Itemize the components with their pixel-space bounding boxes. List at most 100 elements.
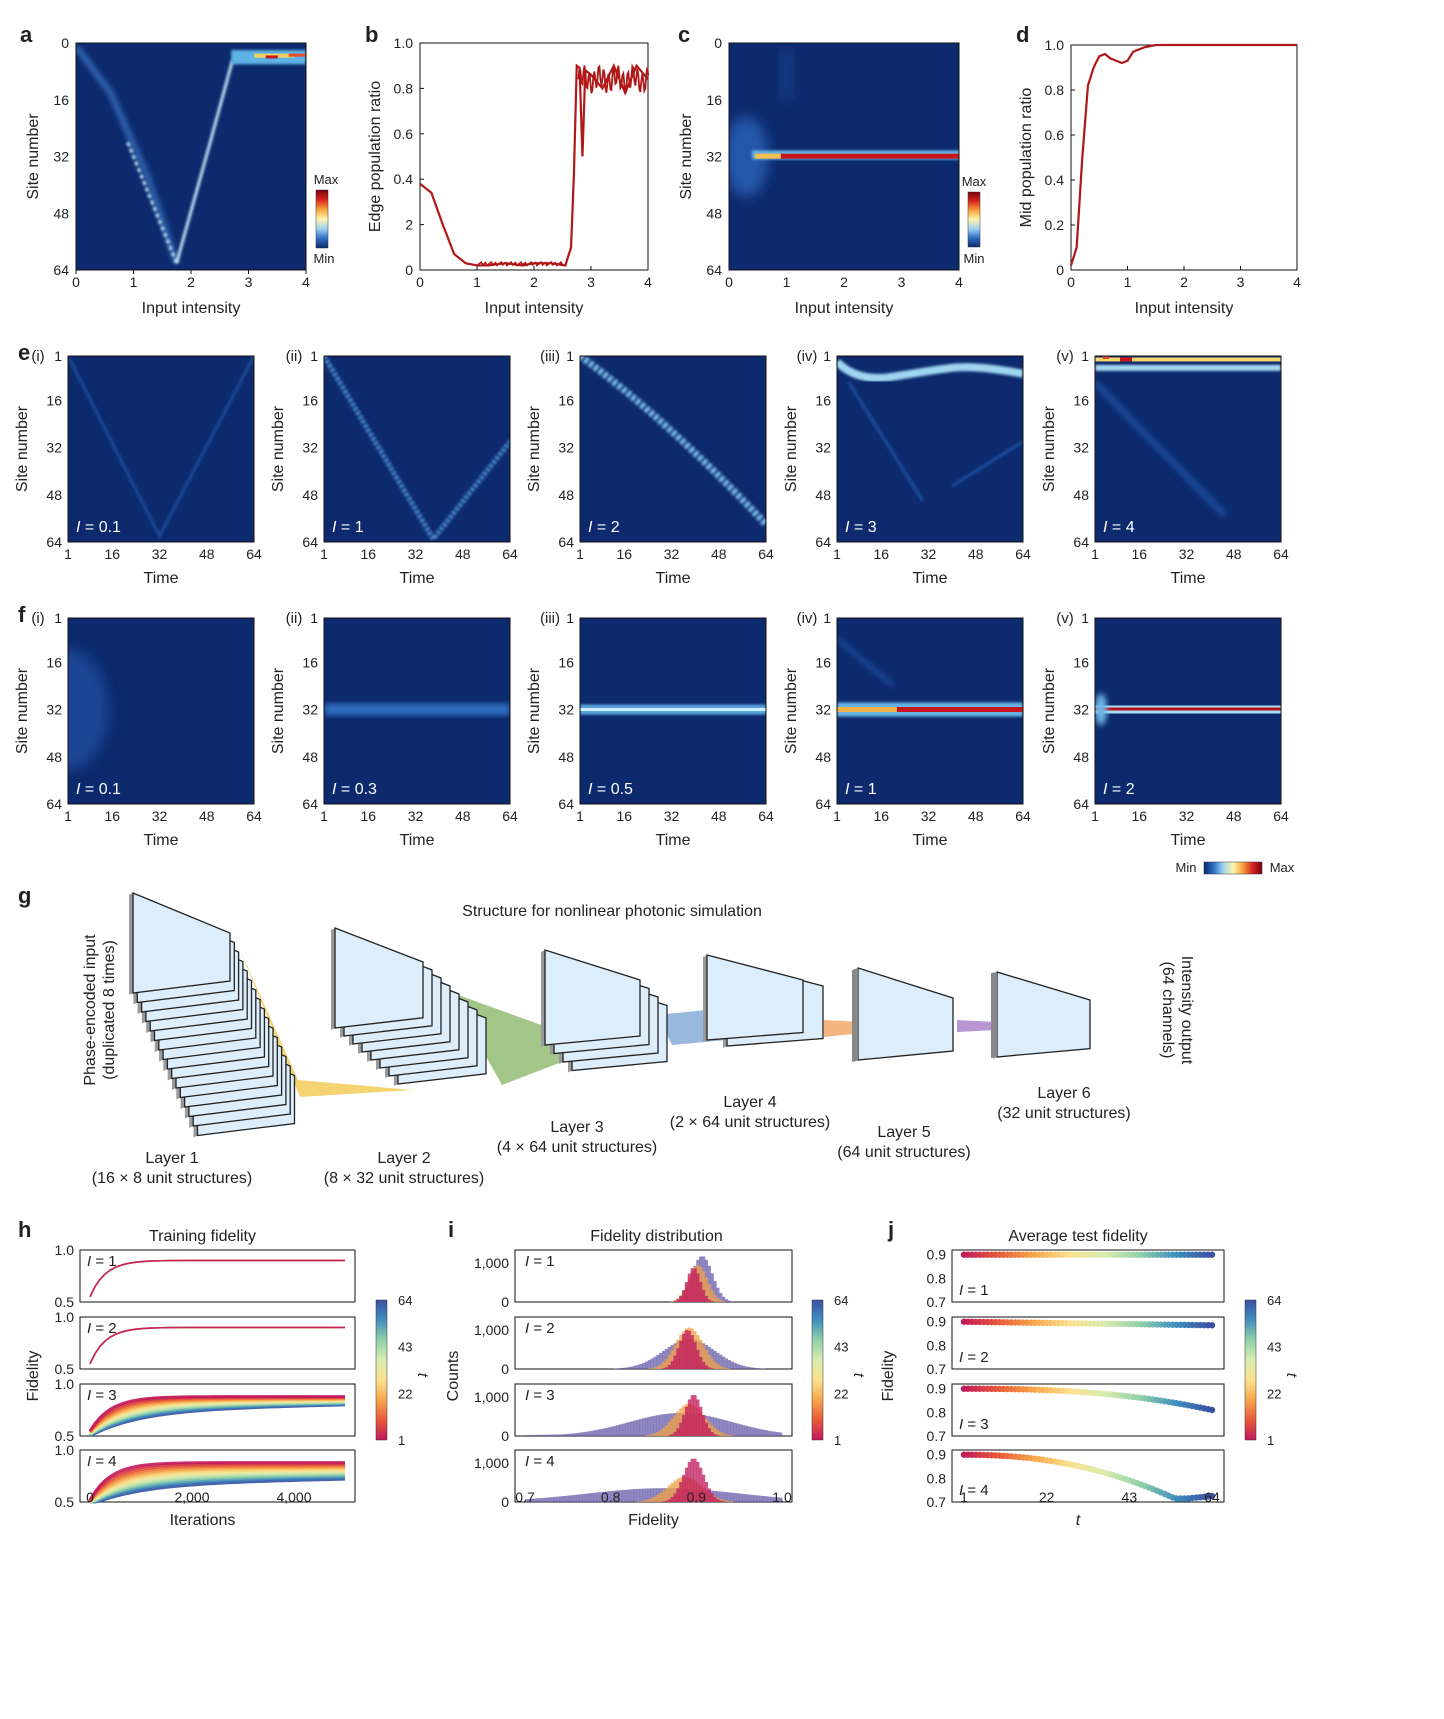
histogram-bar xyxy=(739,1424,743,1436)
y-tick-label: 1 xyxy=(54,348,62,364)
histogram-bar xyxy=(710,1425,714,1436)
y-axis-label: Site number xyxy=(270,405,287,492)
histogram-bar xyxy=(756,1368,760,1369)
edge-max xyxy=(265,55,278,59)
x-tick-label: 4,000 xyxy=(276,1489,311,1505)
x-axis-label: Fidelity xyxy=(628,1512,679,1529)
colorbar-max: Max xyxy=(314,172,339,187)
histogram-bar xyxy=(662,1427,666,1436)
x-tick-label: 16 xyxy=(104,546,120,562)
histogram-bar xyxy=(747,1426,751,1436)
x-tick-label: 0 xyxy=(86,1489,94,1505)
histogram-bar xyxy=(624,1489,629,1502)
histogram-bar xyxy=(647,1416,651,1436)
colorbar-tick: 64 xyxy=(1267,1293,1281,1308)
x-tick-label: 2 xyxy=(1180,274,1188,290)
x-tick-label: 64 xyxy=(1204,1489,1220,1505)
x-tick-label: 4 xyxy=(1293,274,1301,290)
x-tick-label: 1 xyxy=(576,808,584,824)
y-tick-label: 48 xyxy=(302,749,318,765)
training-curve xyxy=(89,1259,345,1298)
training-curve xyxy=(89,1326,345,1365)
training-curve xyxy=(89,1259,345,1298)
layer-detail: (2 × 64 unit structures) xyxy=(670,1114,831,1131)
histogram-bar xyxy=(704,1422,709,1436)
y-tick-label: 1 xyxy=(1081,610,1089,626)
y-tick-label: 48 xyxy=(558,487,574,503)
faint xyxy=(951,440,1023,488)
histogram-bar xyxy=(719,1292,723,1302)
panel-letter-h: h xyxy=(18,1217,31,1242)
histogram-bar xyxy=(699,1281,703,1302)
histogram-bar xyxy=(613,1425,617,1436)
x-tick-label: 1 xyxy=(833,546,841,562)
histogram-bar xyxy=(664,1487,669,1502)
histogram-bar xyxy=(579,1432,583,1436)
y-tick-label: 1.0 xyxy=(1045,37,1065,53)
frame xyxy=(323,617,511,805)
unit-edge xyxy=(331,928,335,1030)
band-core xyxy=(837,707,1023,713)
histogram-bar xyxy=(679,1422,683,1436)
histogram-bar xyxy=(722,1356,726,1369)
y-tick-label: 16 xyxy=(53,92,69,108)
spread xyxy=(68,649,108,770)
histogram-bar xyxy=(647,1360,651,1369)
beam-max xyxy=(1120,357,1132,362)
y-tick-label: 64 xyxy=(1073,796,1089,812)
histogram-bar xyxy=(764,1430,769,1436)
colorbar-tick: 22 xyxy=(834,1386,848,1401)
spread xyxy=(1095,693,1107,726)
panel-letter-b: b xyxy=(365,22,378,47)
x-tick-label: 32 xyxy=(921,808,937,824)
histogram-bar xyxy=(576,1494,580,1502)
histogram-bar xyxy=(736,1363,740,1369)
histogram-bar xyxy=(716,1435,720,1436)
histogram-bar xyxy=(616,1425,620,1436)
histogram-bar xyxy=(719,1366,723,1369)
colorbar-tick: 1 xyxy=(1267,1433,1274,1448)
y-tick-label: 1 xyxy=(310,348,318,364)
y-tick-label: 1 xyxy=(566,348,574,364)
histogram-bar xyxy=(679,1408,683,1436)
histogram-bar xyxy=(644,1499,649,1502)
colorbar-min: Min xyxy=(964,251,985,266)
intensity-label: I = 3 xyxy=(525,1387,555,1404)
histogram-bar xyxy=(639,1501,643,1502)
x-tick-label: 2 xyxy=(840,274,848,290)
y-tick-label: 64 xyxy=(302,796,318,812)
y-tick-label: 1.0 xyxy=(55,1242,75,1258)
band-core xyxy=(580,708,766,712)
x-tick-label: 16 xyxy=(1131,808,1147,824)
x-tick-label: 22 xyxy=(1039,1489,1055,1505)
histogram-bar xyxy=(599,1492,603,1502)
y-tick-label: 2 xyxy=(405,217,413,233)
spectral-colorbar: 64 43 22 1 t xyxy=(811,1293,867,1448)
histogram-bar xyxy=(659,1414,663,1436)
beam-hot xyxy=(1095,357,1281,362)
histogram-bar xyxy=(573,1433,577,1436)
y-tick-label: 1,000 xyxy=(474,1389,509,1405)
histogram-bar xyxy=(633,1420,637,1436)
histogram-bar xyxy=(553,1434,557,1436)
histogram-bar xyxy=(693,1342,697,1369)
histogram-bar xyxy=(739,1364,743,1369)
histogram-bar xyxy=(679,1481,683,1502)
histogram-bar xyxy=(673,1300,677,1302)
y-tick-label: 1 xyxy=(310,610,318,626)
histogram-bar xyxy=(693,1395,697,1436)
histogram-bar xyxy=(670,1361,674,1369)
histogram-bar xyxy=(670,1482,674,1502)
intensity-label: I = 4 xyxy=(87,1453,117,1470)
y-tick-label: 16 xyxy=(1073,392,1089,408)
x-axis-label: Time xyxy=(913,570,948,587)
histogram-bar xyxy=(767,1430,771,1436)
y-tick-label: 16 xyxy=(302,654,318,670)
colorbar-tick: 43 xyxy=(398,1340,412,1355)
x-axis-label: Time xyxy=(1171,570,1206,587)
histogram-bar xyxy=(713,1427,717,1436)
histogram-bar xyxy=(593,1492,597,1502)
x-tick-label: 1 xyxy=(473,274,481,290)
